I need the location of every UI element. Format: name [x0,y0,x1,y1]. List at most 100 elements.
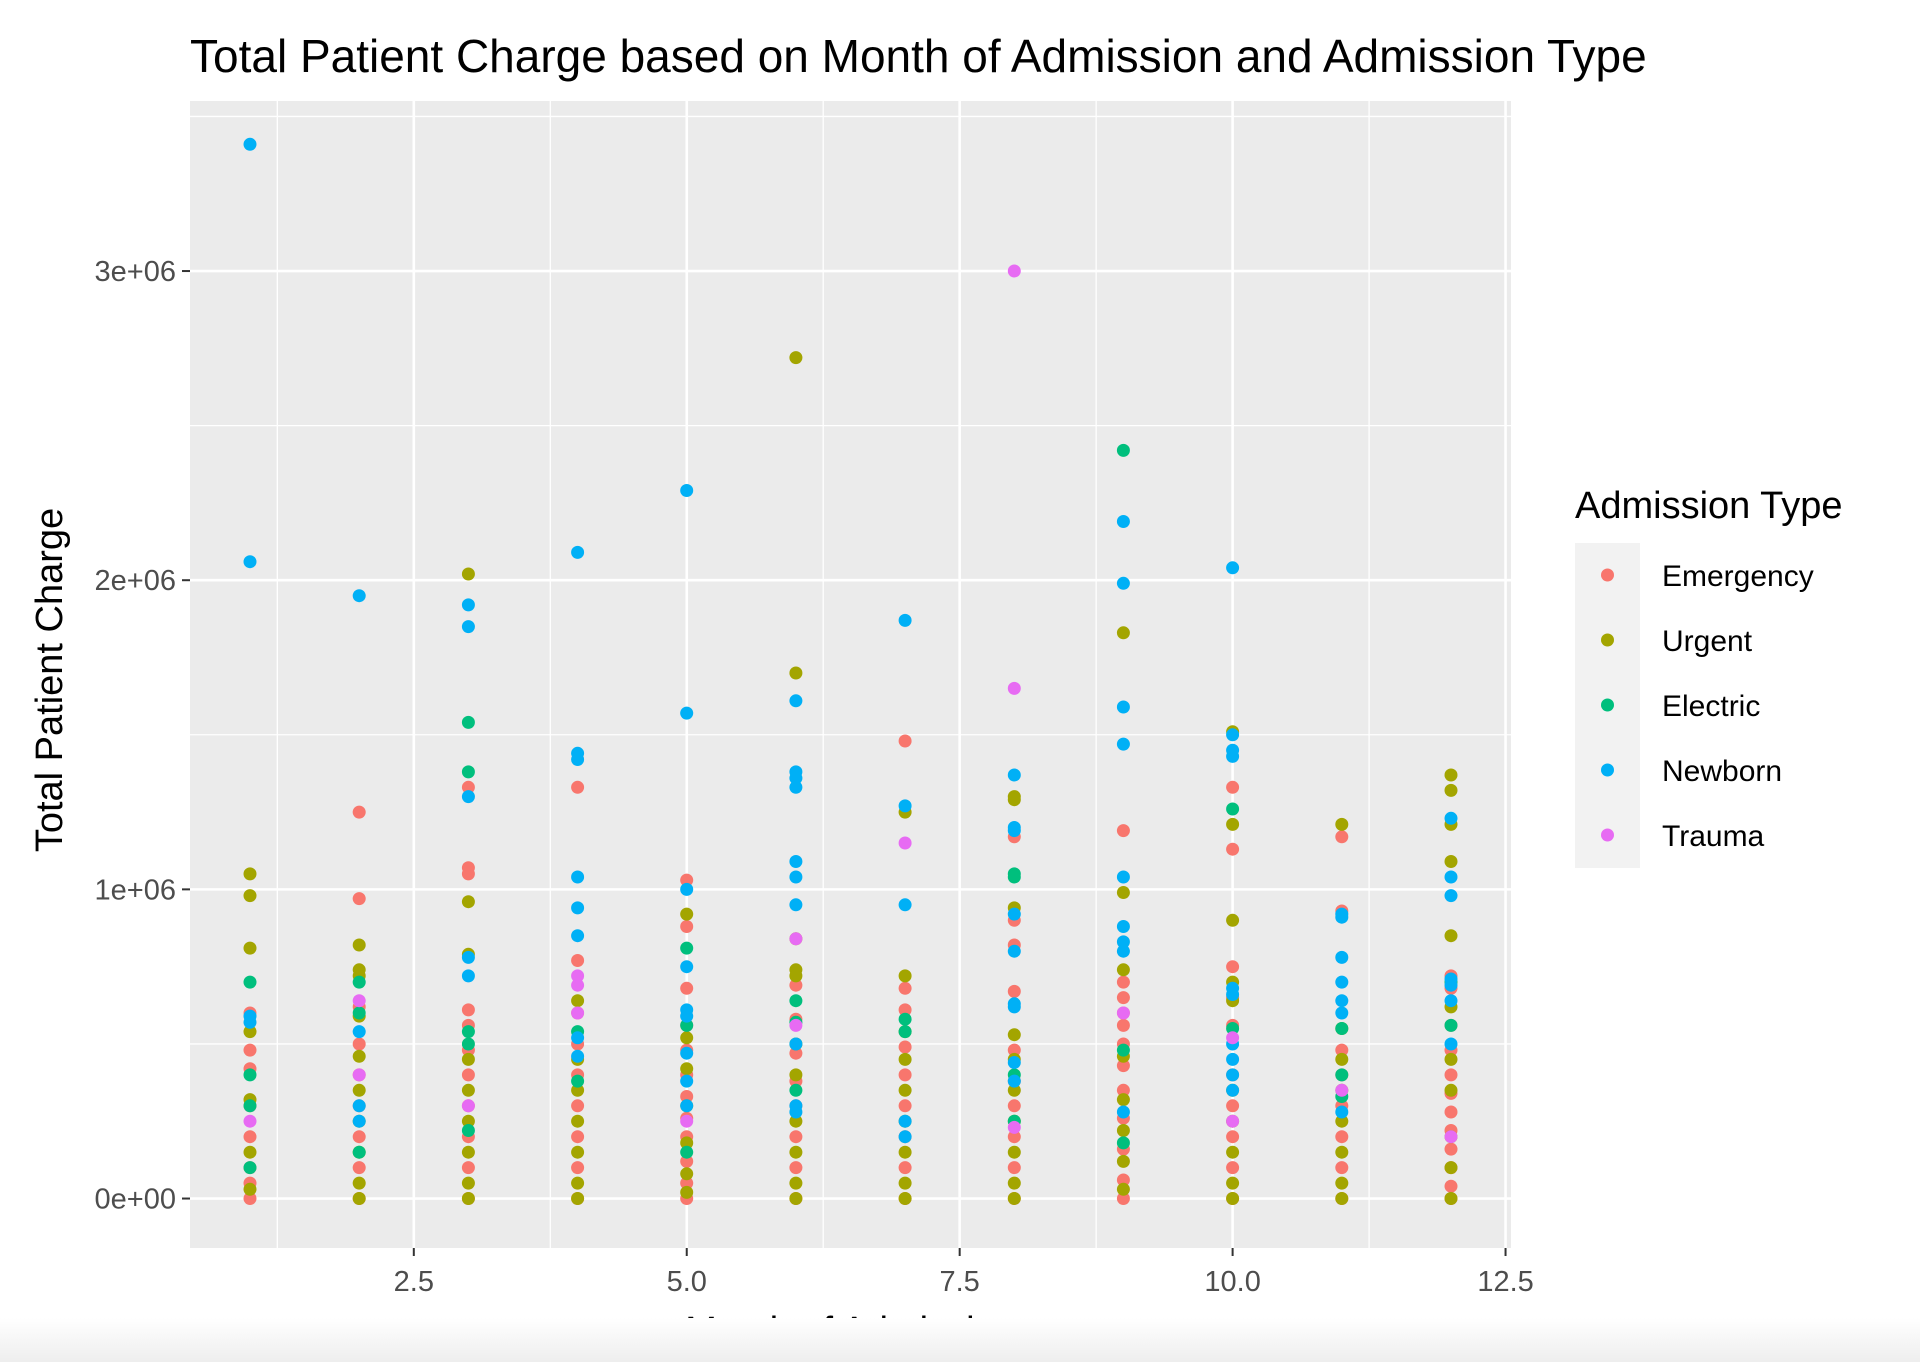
data-point [789,870,803,884]
data-point [1335,1083,1349,1097]
data-point [1116,700,1130,714]
data-point [1226,1192,1240,1205]
data-point [1116,975,1130,989]
x-tick-label: 10.0 [1204,1266,1260,1298]
data-point [243,1114,257,1128]
data-point [461,1052,475,1066]
data-point [461,1003,475,1017]
data-point [1444,1037,1458,1051]
y-axis-title: Total Patient Charge [29,508,71,852]
legend-label: Urgent [1662,625,1753,658]
data-point [898,1040,912,1054]
data-point [1007,1056,1021,1069]
data-point [1335,1006,1349,1020]
data-point [789,1068,803,1082]
legend-label: Emergency [1662,560,1814,593]
y-tick-label: 3e+06 [95,256,176,288]
data-point [1226,1022,1240,1035]
data-point [789,978,803,992]
data-point [243,555,257,569]
data-point [680,1185,694,1199]
data-point [1226,960,1240,974]
data-point [1226,1068,1240,1082]
data-point [1007,1161,1021,1175]
y-tick-label: 2e+06 [95,565,176,597]
data-point [461,950,475,964]
data-point [243,1130,257,1144]
data-point [1007,1145,1021,1159]
data-point [789,1018,803,1032]
data-point [461,1083,475,1097]
data-point [1335,975,1349,989]
legend-item-trauma: Trauma [1601,820,1765,853]
legend: Admission Type Emergency Urgent Electric Ne… [1575,485,1843,868]
data-point [1444,783,1458,797]
data-point [571,753,585,766]
data-point [1116,1136,1130,1150]
data-point [1116,824,1130,838]
data-point [571,1049,585,1063]
data-point [1007,870,1021,884]
data-point [1116,1093,1130,1107]
data-point [680,1074,694,1088]
data-point [461,969,475,983]
data-point [352,805,366,819]
data-point [1116,944,1130,958]
data-point [898,1145,912,1159]
data-point [461,1145,475,1159]
data-point [461,1192,475,1205]
data-point [789,771,803,785]
data-point [1226,842,1240,856]
data-point [1116,443,1130,457]
data-point [898,1068,912,1082]
y-tick-label: 0e+00 [95,1184,176,1216]
data-point [1116,1006,1130,1020]
data-point [1116,576,1130,590]
x-tick-label: 2.5 [394,1266,434,1298]
data-point [898,734,912,748]
data-point [680,907,694,921]
data-point [1444,929,1458,943]
window-bottom-edge [0,1318,1920,1362]
x-tick-label: 5.0 [667,1266,707,1298]
data-point [680,920,694,933]
data-point [461,780,475,794]
data-point [1007,793,1021,807]
data-point [789,1083,803,1097]
series-newborn [243,137,1458,1144]
series-trauma [243,264,1458,1144]
data-point [1116,1182,1130,1196]
data-point [571,1145,585,1159]
data-point [1116,935,1130,949]
data-point [1226,1145,1240,1159]
data-point [243,1015,257,1029]
data-point [352,1099,366,1113]
data-points [243,137,1458,1205]
data-point [243,1043,257,1057]
data-point [789,898,803,912]
data-point [571,1192,585,1205]
data-point [1007,984,1021,998]
data-point [898,1192,912,1205]
data-point [680,1176,694,1190]
data-point [1116,963,1130,977]
data-point [789,1176,803,1190]
legend-label: Newborn [1662,755,1782,788]
data-point [898,898,912,912]
data-point [1116,1105,1130,1119]
data-point [1335,1052,1349,1066]
data-point [1226,1052,1240,1066]
legend-key [1601,698,1614,712]
data-point [571,978,585,992]
data-point [898,1003,912,1017]
data-point [461,765,475,779]
data-point [1007,1176,1021,1190]
data-point [898,1099,912,1113]
data-point [571,1083,585,1097]
data-point [789,932,803,946]
data-point [461,1068,475,1082]
data-point [789,1105,803,1119]
data-point [680,1090,694,1103]
data-point [571,1130,585,1144]
data-point [898,1012,912,1026]
